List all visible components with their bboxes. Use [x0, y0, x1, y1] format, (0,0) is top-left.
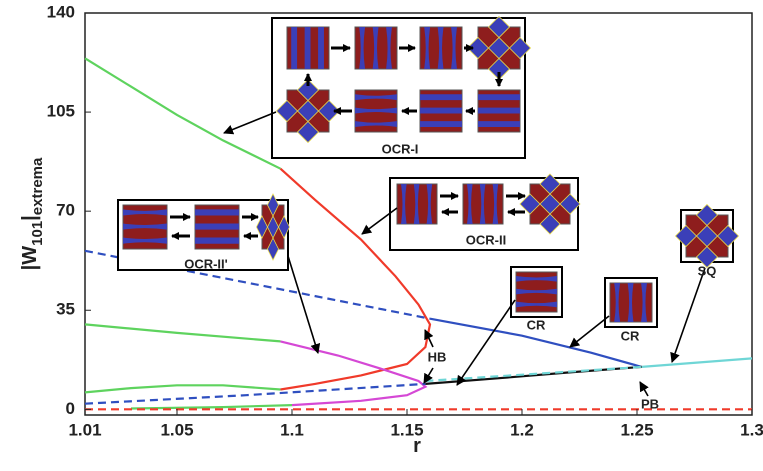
arrow	[640, 382, 648, 396]
y-label-part: |W	[19, 246, 41, 271]
x-tick-label: 1.2	[510, 420, 534, 439]
annotation: OCR-II	[466, 232, 506, 247]
pattern-stripe	[420, 94, 462, 100]
x-tick-label: 1.01	[68, 420, 101, 439]
arrow	[224, 112, 276, 133]
x-tick-label: 1.25	[620, 420, 653, 439]
curve	[425, 367, 641, 381]
pattern-stripe	[195, 238, 239, 244]
curve	[642, 358, 752, 367]
pattern-stripe	[478, 121, 520, 127]
x-tick-label: 1.05	[160, 420, 193, 439]
y-axis-label: |W101|extrema	[19, 157, 46, 270]
curve	[85, 58, 281, 168]
pattern-stripe	[420, 108, 462, 114]
arrow	[570, 316, 609, 347]
y-label-sub: extrema	[29, 157, 46, 215]
annotation: OCR-I	[382, 141, 419, 156]
annotation: HB	[428, 349, 447, 364]
pattern-stripe	[478, 108, 520, 114]
curve	[131, 405, 292, 408]
annotation: SQ	[698, 263, 717, 278]
arrow	[672, 268, 705, 362]
curve	[85, 385, 281, 392]
annotation: OCR-II'	[184, 256, 228, 271]
y-tick-label: 105	[47, 102, 75, 121]
annotation: CR	[621, 328, 640, 343]
annotation: CR	[527, 317, 546, 332]
x-tick-label: 1.1	[280, 420, 304, 439]
pattern-stripe	[478, 94, 520, 100]
pattern-stripe	[195, 223, 239, 229]
annotation: PB	[641, 396, 659, 411]
y-tick-label: 0	[66, 399, 75, 418]
arrow	[457, 300, 515, 385]
y-tick-label: 35	[56, 300, 75, 319]
pattern-stripe	[305, 27, 311, 69]
x-tick-label: 1.3	[740, 420, 763, 439]
arrow	[288, 256, 318, 353]
curve	[85, 324, 281, 341]
x-tick-label: 1.15	[390, 420, 423, 439]
pattern-stripe	[291, 27, 297, 69]
curve	[281, 341, 426, 405]
pattern-stripe	[195, 209, 239, 215]
y-tick-label: 140	[47, 2, 75, 21]
pattern-stripe	[420, 121, 462, 127]
pattern-stripe	[318, 27, 324, 69]
y-tick-label: 70	[56, 201, 75, 220]
y-label-sub: 101	[29, 221, 46, 246]
chart: r |W101|extrema 1.011.051.11.151.21.251.…	[0, 0, 763, 466]
